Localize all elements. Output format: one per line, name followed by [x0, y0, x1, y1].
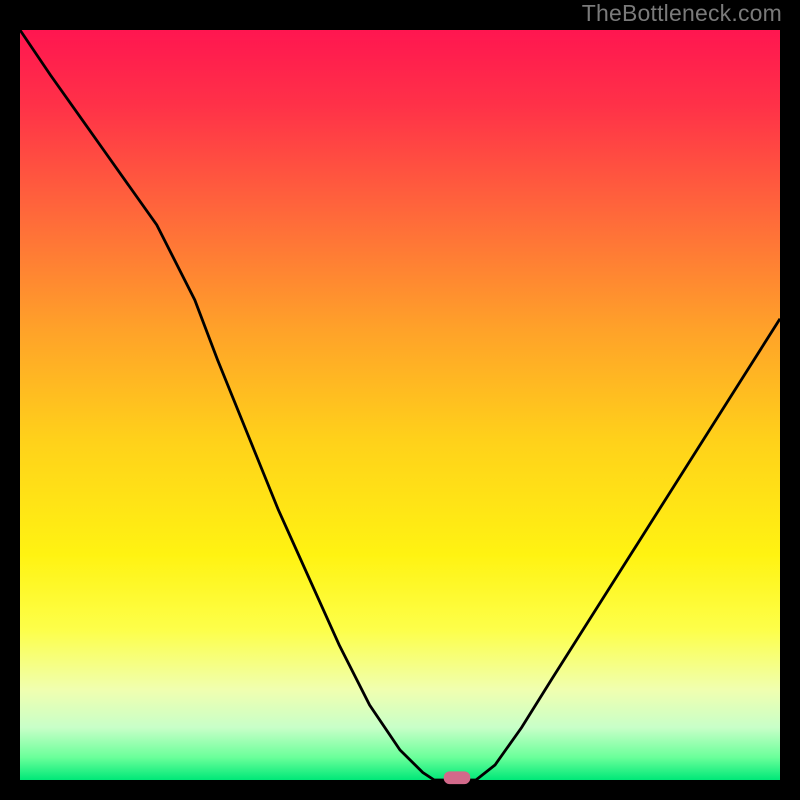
chart-background — [20, 30, 780, 780]
watermark-text: TheBottleneck.com — [582, 0, 782, 27]
optimal-point-marker — [444, 771, 471, 784]
bottleneck-chart — [0, 0, 800, 800]
